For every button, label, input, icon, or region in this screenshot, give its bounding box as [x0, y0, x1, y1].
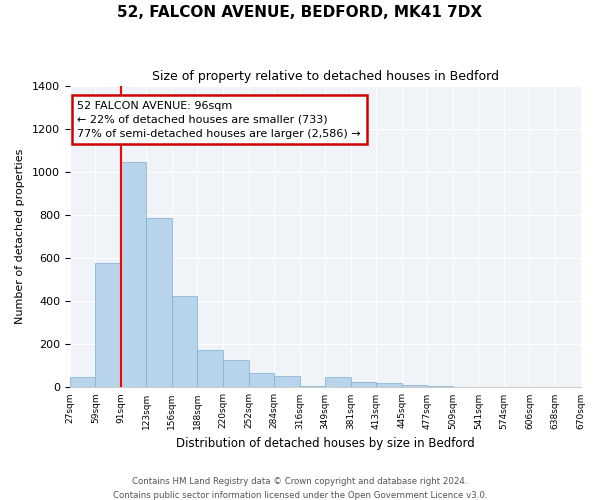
Bar — [402, 386, 427, 388]
Bar — [172, 296, 197, 388]
Bar — [223, 360, 248, 388]
Title: Size of property relative to detached houses in Bedford: Size of property relative to detached ho… — [152, 70, 499, 83]
Bar — [146, 218, 172, 388]
Bar — [70, 376, 95, 388]
Text: Contains HM Land Registry data © Crown copyright and database right 2024.
Contai: Contains HM Land Registry data © Crown c… — [113, 478, 487, 500]
Y-axis label: Number of detached properties: Number of detached properties — [15, 149, 25, 324]
Bar — [427, 386, 453, 388]
Bar — [197, 350, 223, 388]
Bar — [274, 376, 299, 388]
Bar — [325, 376, 350, 388]
Bar — [376, 383, 402, 388]
X-axis label: Distribution of detached houses by size in Bedford: Distribution of detached houses by size … — [176, 437, 475, 450]
Bar — [121, 162, 146, 388]
Bar — [248, 374, 274, 388]
Bar — [95, 264, 121, 388]
Bar — [350, 382, 376, 388]
Text: 52 FALCON AVENUE: 96sqm
← 22% of detached houses are smaller (733)
77% of semi-d: 52 FALCON AVENUE: 96sqm ← 22% of detache… — [77, 100, 361, 138]
Bar — [299, 386, 325, 388]
Text: 52, FALCON AVENUE, BEDFORD, MK41 7DX: 52, FALCON AVENUE, BEDFORD, MK41 7DX — [118, 5, 482, 20]
